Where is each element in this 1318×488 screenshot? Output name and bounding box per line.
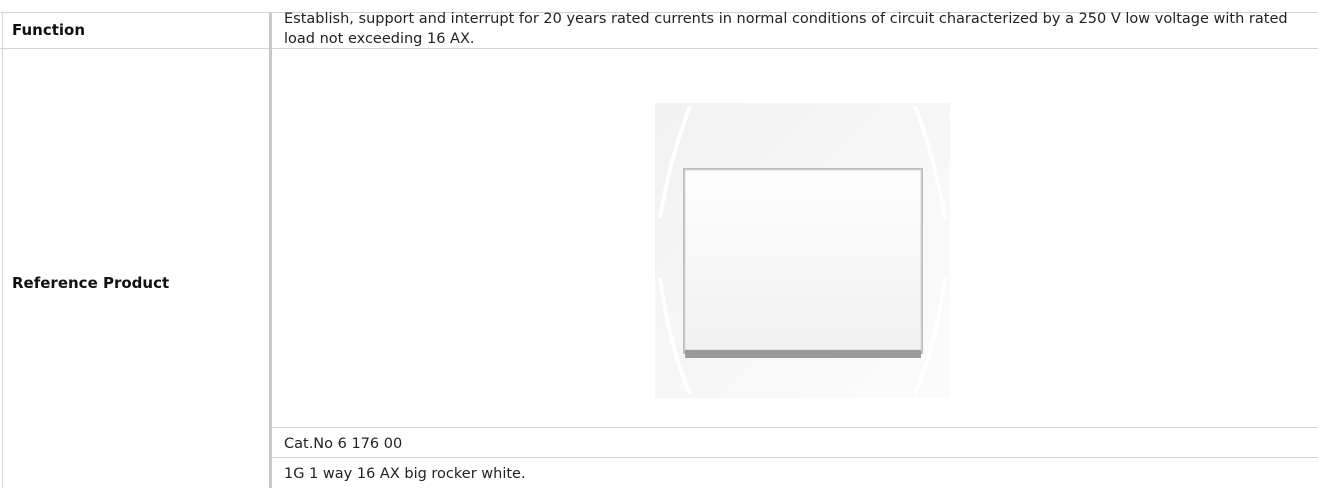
row-border (272, 457, 1318, 458)
cell-text: 1G 1 way 16 AX big rocker white. (284, 464, 526, 484)
row-label: Function (12, 21, 85, 39)
page: Function Establish, support and interrup… (0, 0, 1318, 488)
row-border (272, 427, 1318, 428)
left-border (2, 12, 3, 488)
column-divider (269, 12, 272, 488)
row-label: Reference Product (12, 274, 169, 292)
product-image (650, 98, 955, 403)
cell-text: Cat.No 6 176 00 (284, 434, 402, 454)
cell-text: Establish, support and interrupt for 20 … (284, 9, 1314, 49)
